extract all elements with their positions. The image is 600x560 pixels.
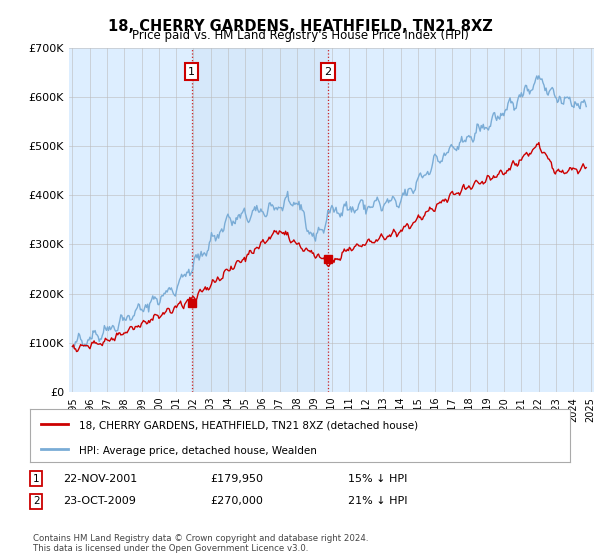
Text: Contains HM Land Registry data © Crown copyright and database right 2024.
This d: Contains HM Land Registry data © Crown c… (33, 534, 368, 553)
Text: Price paid vs. HM Land Registry's House Price Index (HPI): Price paid vs. HM Land Registry's House … (131, 29, 469, 42)
Text: 1: 1 (188, 67, 195, 77)
Text: 22-NOV-2001: 22-NOV-2001 (63, 474, 137, 484)
Text: 2: 2 (325, 67, 332, 77)
Text: 18, CHERRY GARDENS, HEATHFIELD, TN21 8XZ (detached house): 18, CHERRY GARDENS, HEATHFIELD, TN21 8XZ… (79, 421, 418, 431)
Text: 18, CHERRY GARDENS, HEATHFIELD, TN21 8XZ: 18, CHERRY GARDENS, HEATHFIELD, TN21 8XZ (107, 19, 493, 34)
Text: 1: 1 (33, 474, 40, 484)
Bar (191, 48, 328, 392)
Text: 21% ↓ HPI: 21% ↓ HPI (348, 496, 407, 506)
Text: 23-OCT-2009: 23-OCT-2009 (63, 496, 136, 506)
Text: 2: 2 (33, 496, 40, 506)
Text: 15% ↓ HPI: 15% ↓ HPI (348, 474, 407, 484)
Text: £270,000: £270,000 (210, 496, 263, 506)
Text: £179,950: £179,950 (210, 474, 263, 484)
Text: HPI: Average price, detached house, Wealden: HPI: Average price, detached house, Weal… (79, 446, 316, 456)
